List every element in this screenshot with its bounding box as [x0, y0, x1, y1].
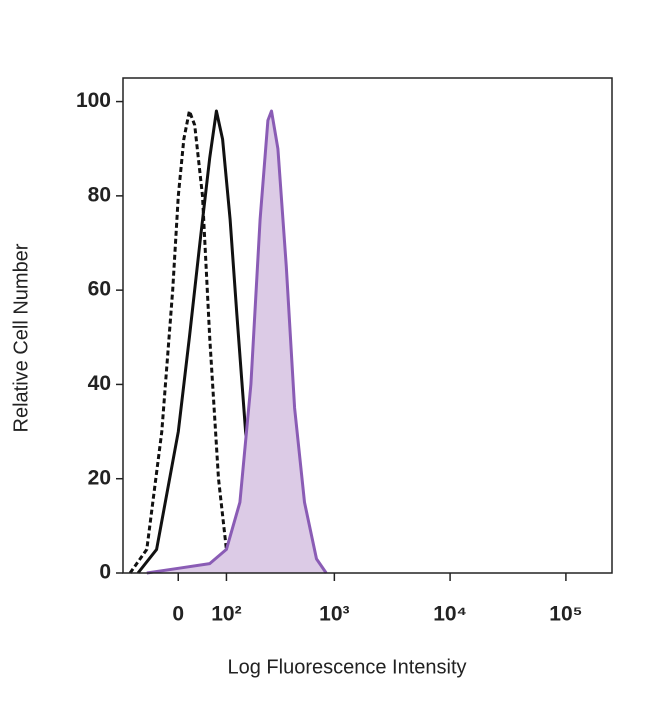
y-tick-label: 80 [88, 183, 111, 206]
histogram-line [146, 109, 328, 575]
y-tick-label: 0 [99, 561, 111, 584]
y-tick-label: 20 [88, 466, 111, 489]
plot-frame [122, 77, 613, 574]
y-axis-label: Relative Cell Number [10, 243, 32, 432]
y-tick-label: 100 [76, 89, 111, 112]
x-tick-label: 10⁵ [549, 603, 582, 626]
histogram-line [128, 109, 239, 574]
x-tick-label: 10³ [319, 603, 349, 626]
x-tick-label: 10² [211, 603, 241, 626]
histogram-area [146, 111, 327, 573]
x-axis-label: Log Fluorescence Intensity [227, 656, 466, 678]
x-tick-label: 10⁴ [433, 603, 467, 626]
y-tick-label: 60 [88, 278, 111, 301]
y-tick-label: 40 [88, 372, 111, 395]
x-tick-label: 0 [172, 603, 184, 626]
